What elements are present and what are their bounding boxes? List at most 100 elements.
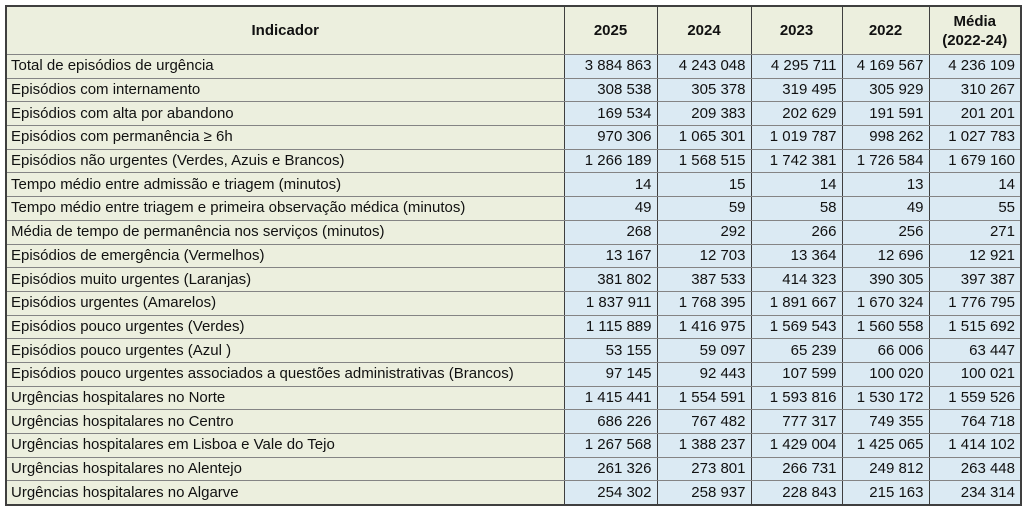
indicator-cell: Urgências hospitalares no Alentejo: [5, 456, 565, 482]
table-header: Indicador 2025 2024 2023 2022 Média (202…: [5, 5, 1022, 55]
value-cell: 268: [563, 219, 658, 245]
indicator-cell: Média de tempo de permanência nos serviç…: [5, 219, 565, 245]
value-cell: 97 145: [563, 361, 658, 387]
value-cell: 319 495: [750, 77, 843, 103]
value-cell: 12 696: [841, 243, 930, 269]
table-row: Episódios não urgentes (Verdes, Azuis e …: [5, 148, 1022, 174]
value-cell: 1 559 526: [928, 385, 1022, 411]
value-cell: 1 425 065: [841, 433, 930, 458]
value-cell: 1 593 816: [750, 385, 843, 411]
value-cell: 215 163: [841, 480, 930, 506]
value-cell: 1 569 543: [750, 314, 843, 340]
table-row: Média de tempo de permanência nos serviç…: [5, 219, 1022, 245]
table-row: Episódios urgentes (Amarelos) 1 837 911 1 …: [5, 290, 1022, 316]
table-row: Urgências hospitalares em Lisboa e Vale …: [5, 433, 1022, 458]
value-cell: 381 802: [563, 267, 658, 292]
table-row: Urgências hospitalares no Norte 1 415 441…: [5, 385, 1022, 411]
value-cell: 767 482: [656, 409, 752, 434]
table-row: Urgências hospitalares no Alentejo 261 32…: [5, 456, 1022, 482]
indicator-cell: Episódios pouco urgentes (Verdes): [5, 314, 565, 340]
value-cell: 1 768 395: [656, 290, 752, 316]
value-cell: 292: [656, 219, 752, 245]
value-cell: 777 317: [750, 409, 843, 434]
value-cell: 1 416 975: [656, 314, 752, 340]
indicator-cell: Episódios não urgentes (Verdes, Azuis e …: [5, 148, 565, 174]
indicator-cell: Episódios com internamento: [5, 77, 565, 103]
indicator-cell: Urgências hospitalares no Algarve: [5, 480, 565, 506]
value-cell: 1 837 911: [563, 290, 658, 316]
column-header-2024: 2024: [656, 5, 752, 55]
value-cell: 266 731: [750, 456, 843, 482]
table-row: Urgências hospitalares no Algarve 254 302…: [5, 480, 1022, 506]
table-row: Episódios pouco urgentes associados a qu…: [5, 361, 1022, 387]
value-cell: 1 115 889: [563, 314, 658, 340]
value-cell: 63 447: [928, 338, 1022, 363]
indicators-table: Indicador 2025 2024 2023 2022 Média (202…: [5, 5, 1022, 507]
value-cell: 305 929: [841, 77, 930, 103]
value-cell: 107 599: [750, 361, 843, 387]
value-cell: 228 843: [750, 480, 843, 506]
value-cell: 263 448: [928, 456, 1022, 482]
indicator-cell: Tempo médio entre triagem e primeira obs…: [5, 196, 565, 221]
table-row: Episódios pouco urgentes (Verdes) 1 115 8…: [5, 314, 1022, 340]
value-cell: 1 554 591: [656, 385, 752, 411]
value-cell: 390 305: [841, 267, 930, 292]
value-cell: 58: [750, 196, 843, 221]
value-cell: 12 703: [656, 243, 752, 269]
value-cell: 310 267: [928, 77, 1022, 103]
column-header-indicator: Indicador: [5, 5, 565, 55]
value-cell: 308 538: [563, 77, 658, 103]
value-cell: 273 801: [656, 456, 752, 482]
value-cell: 1 530 172: [841, 385, 930, 411]
table-row: Tempo médio entre triagem e primeira obs…: [5, 196, 1022, 221]
value-cell: 4 236 109: [928, 54, 1022, 79]
value-cell: 14: [563, 172, 658, 198]
table-row: Episódios com alta por abandono 169 534 20…: [5, 101, 1022, 127]
value-cell: 4 169 567: [841, 54, 930, 79]
value-cell: 1 568 515: [656, 148, 752, 174]
value-cell: 261 326: [563, 456, 658, 482]
table-row: Episódios de emergência (Vermelhos) 13 16…: [5, 243, 1022, 269]
value-cell: 764 718: [928, 409, 1022, 434]
value-cell: 256: [841, 219, 930, 245]
indicator-cell: Episódios de emergência (Vermelhos): [5, 243, 565, 269]
table-row: Episódios muito urgentes (Laranjas) 381 8…: [5, 267, 1022, 292]
column-header-2022: 2022: [841, 5, 930, 55]
value-cell: 202 629: [750, 101, 843, 127]
value-cell: 92 443: [656, 361, 752, 387]
value-cell: 15: [656, 172, 752, 198]
indicator-cell: Tempo médio entre admissão e triagem (mi…: [5, 172, 565, 198]
value-cell: 1 414 102: [928, 433, 1022, 458]
value-cell: 59: [656, 196, 752, 221]
value-cell: 686 226: [563, 409, 658, 434]
value-cell: 13: [841, 172, 930, 198]
value-cell: 1 742 381: [750, 148, 843, 174]
value-cell: 414 323: [750, 267, 843, 292]
value-cell: 55: [928, 196, 1022, 221]
value-cell: 1 429 004: [750, 433, 843, 458]
value-cell: 1 560 558: [841, 314, 930, 340]
value-cell: 12 921: [928, 243, 1022, 269]
value-cell: 305 378: [656, 77, 752, 103]
value-cell: 13 167: [563, 243, 658, 269]
indicator-cell: Episódios muito urgentes (Laranjas): [5, 267, 565, 292]
value-cell: 14: [928, 172, 1022, 198]
value-cell: 53 155: [563, 338, 658, 363]
column-header-2023: 2023: [750, 5, 843, 55]
value-cell: 397 387: [928, 267, 1022, 292]
value-cell: 66 006: [841, 338, 930, 363]
value-cell: 1 388 237: [656, 433, 752, 458]
value-cell: 1 267 568: [563, 433, 658, 458]
value-cell: 49: [563, 196, 658, 221]
indicator-cell: Episódios urgentes (Amarelos): [5, 290, 565, 316]
value-cell: 191 591: [841, 101, 930, 127]
table-row: Episódios com internamento 308 538 305 378…: [5, 77, 1022, 103]
value-cell: 14: [750, 172, 843, 198]
indicator-cell: Urgências hospitalares em Lisboa e Vale …: [5, 433, 565, 458]
value-cell: 4 243 048: [656, 54, 752, 79]
table-row: Urgências hospitalares no Centro 686 226 7…: [5, 409, 1022, 434]
value-cell: 1 679 160: [928, 148, 1022, 174]
value-cell: 4 295 711: [750, 54, 843, 79]
header-row: Indicador 2025 2024 2023 2022 Média (202…: [5, 5, 1022, 55]
value-cell: 254 302: [563, 480, 658, 506]
